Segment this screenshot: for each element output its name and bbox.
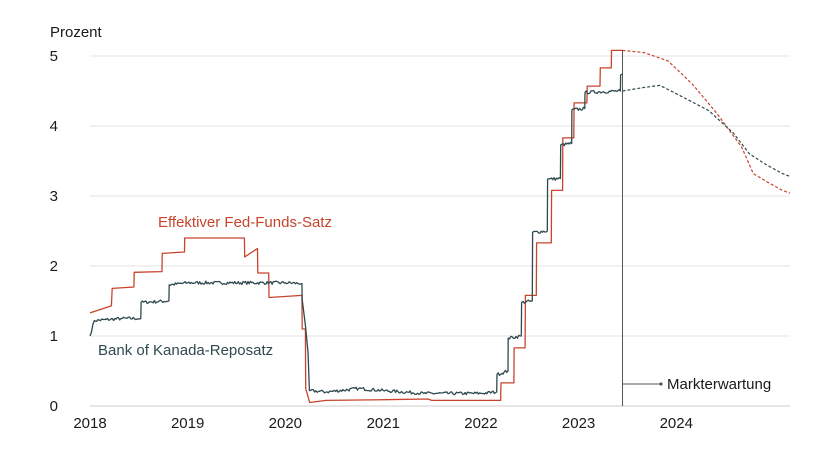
series-line-0	[89, 49, 623, 404]
y-tick-0: 0	[50, 398, 58, 415]
label-boc-repo: Bank of Kanada-Reposatz	[98, 342, 273, 359]
x-tick-2020: 2020	[269, 415, 302, 432]
y-axis-unit: Prozent	[50, 24, 103, 41]
forecast-marker	[621, 50, 663, 406]
y-tick-3: 3	[50, 188, 58, 205]
x-tick-2024: 2024	[660, 415, 693, 432]
y-axis: 0 1 2 3 4 5	[50, 48, 58, 415]
y-tick-4: 4	[50, 118, 58, 135]
series-line-3	[622, 84, 791, 177]
x-tick-2022: 2022	[464, 415, 497, 432]
label-fed-funds: Effektiver Fed-Funds-Satz	[158, 214, 332, 231]
gridlines	[90, 55, 790, 407]
x-tick-2019: 2019	[171, 415, 204, 432]
callout-dot	[659, 382, 663, 386]
series-line-1	[89, 73, 623, 396]
x-tick-2023: 2023	[562, 415, 595, 432]
x-axis: 2018 2019 2020 2021 2022 2023 2024	[73, 415, 693, 432]
x-tick-2018: 2018	[73, 415, 106, 432]
label-market-expectation: Markterwartung	[667, 376, 771, 393]
y-tick-2: 2	[50, 258, 58, 275]
series-lines	[89, 49, 791, 404]
y-tick-5: 5	[50, 48, 58, 65]
series-line-2	[622, 49, 791, 194]
y-tick-1: 1	[50, 328, 58, 345]
x-tick-2021: 2021	[367, 415, 400, 432]
